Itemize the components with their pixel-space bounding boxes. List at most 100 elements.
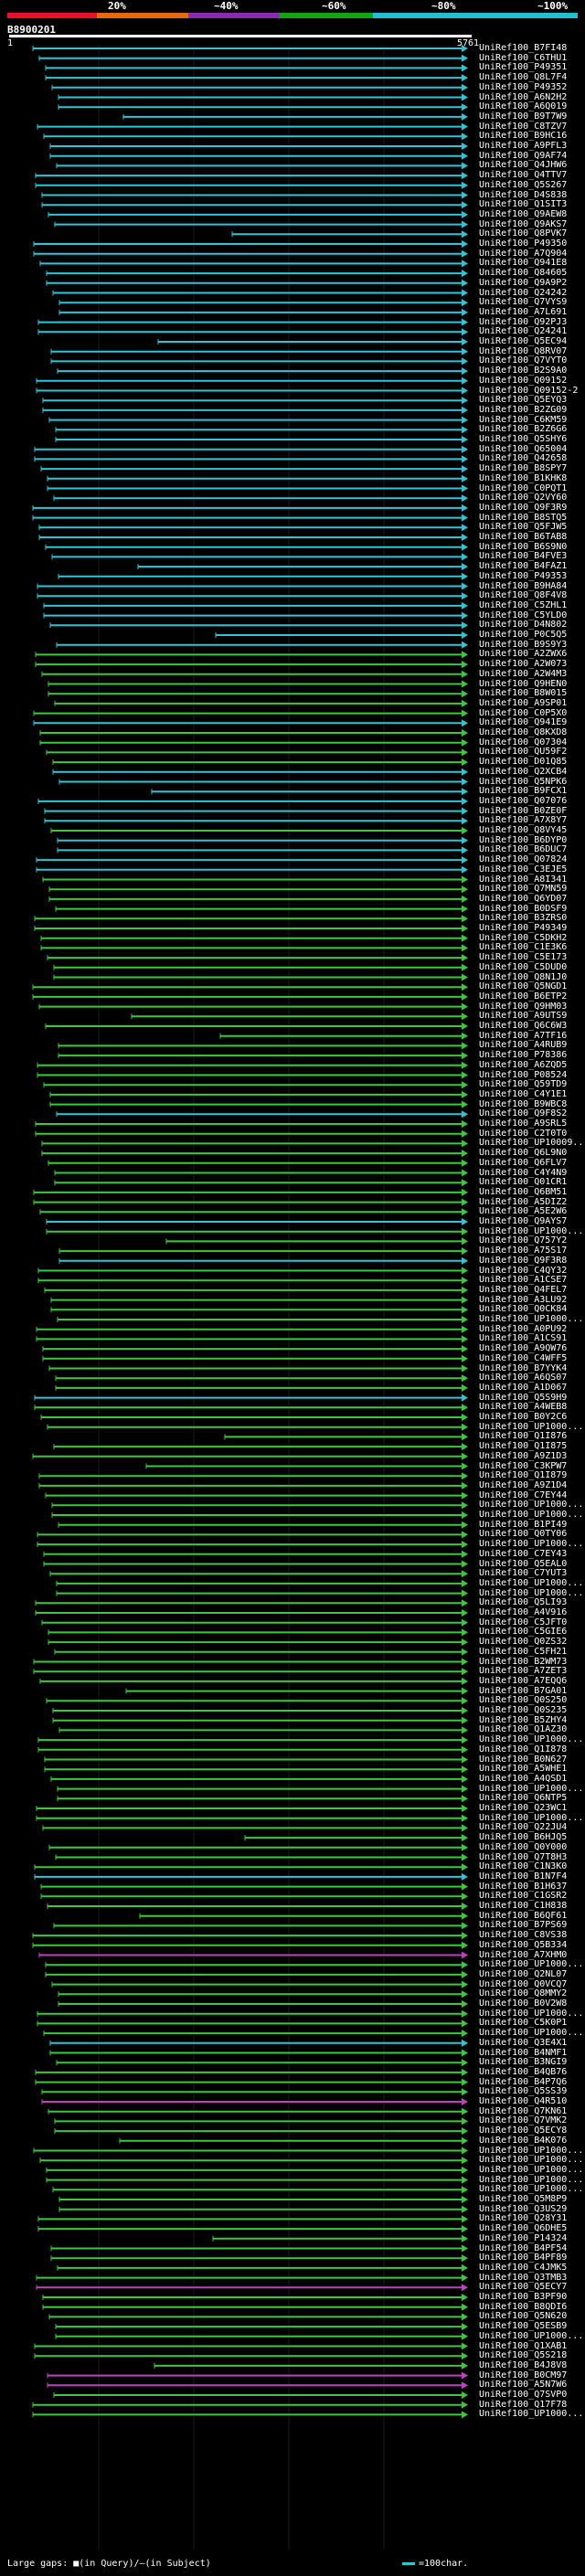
hit-label[interactable]: UniRef100_UP1000... — [479, 2409, 584, 2420]
hit-label[interactable]: UniRef100_B6ETP2 — [479, 991, 568, 1002]
hit-label[interactable]: UniRef100_B7PS69 — [479, 1920, 568, 1931]
hit-label[interactable]: UniRef100_C5E173 — [479, 952, 568, 963]
hit-label[interactable]: UniRef100_A75S17 — [479, 1246, 568, 1256]
hit-label[interactable]: UniRef100_UP1000... — [479, 1959, 584, 1970]
hit-label[interactable]: UniRef100_C5DKH2 — [479, 932, 568, 943]
hit-label[interactable]: UniRef100_Q9AEW8 — [479, 208, 568, 219]
hit-label[interactable]: UniRef100_Q5S267 — [479, 179, 568, 190]
hit-label[interactable]: UniRef100_A4V916 — [479, 1607, 568, 1617]
hit-label[interactable]: UniRef100_Q24242 — [479, 287, 568, 298]
hit-label[interactable]: UniRef100_C4WFF5 — [479, 1352, 568, 1363]
hit-label[interactable]: UniRef100_B8QDI6 — [479, 2301, 568, 2312]
hit-label[interactable]: UniRef100_Q5S9H9 — [479, 1392, 568, 1403]
hit-label[interactable]: UniRef100_Q7SVP0 — [479, 2390, 568, 2400]
hit-label[interactable]: UniRef100_P49350 — [479, 239, 568, 249]
hit-label[interactable]: UniRef100_C0P5X0 — [479, 707, 568, 718]
hit-label[interactable]: UniRef100_Q5NPK6 — [479, 776, 568, 787]
hit-label[interactable]: UniRef100_A5WHE1 — [479, 1764, 568, 1775]
hit-label[interactable]: UniRef100_B4PF54 — [479, 2242, 568, 2253]
hit-label[interactable]: UniRef100_Q1XAB1 — [479, 2340, 568, 2351]
hit-label[interactable]: UniRef100_Q5FJW5 — [479, 522, 568, 533]
hit-label[interactable]: UniRef100_A2W4M3 — [479, 668, 568, 679]
hit-label[interactable]: UniRef100_Q0CK84 — [479, 1304, 568, 1315]
hit-label[interactable]: UniRef100_Q65004 — [479, 443, 568, 454]
hit-label[interactable]: UniRef100_Q07076 — [479, 795, 568, 806]
hit-label[interactable]: UniRef100_UP1000... — [479, 2008, 584, 2019]
hit-label[interactable]: UniRef100_C3KPW7 — [479, 1460, 568, 1471]
hit-label[interactable]: UniRef100_C1H838 — [479, 1901, 568, 1911]
hit-label[interactable]: UniRef100_A5DIZ2 — [479, 1196, 568, 1207]
hit-label[interactable]: UniRef100_Q8KXD8 — [479, 727, 568, 737]
hit-label[interactable]: UniRef100_B9S9Y3 — [479, 639, 568, 650]
hit-label[interactable]: UniRef100_C5ZHL1 — [479, 599, 568, 610]
hit-label[interactable]: UniRef100_B8SPY7 — [479, 463, 568, 474]
hit-label[interactable]: UniRef100_Q8PVK7 — [479, 228, 568, 239]
hit-label[interactable]: UniRef100_Q8MMY2 — [479, 1988, 568, 1999]
hit-label[interactable]: UniRef100_A1CSE7 — [479, 1275, 568, 1286]
hit-label[interactable]: UniRef100_B4K076 — [479, 2135, 568, 2146]
hit-label[interactable]: UniRef100_Q1AZ30 — [479, 1724, 568, 1735]
hit-label[interactable]: UniRef100_P49353 — [479, 570, 568, 581]
hit-label[interactable]: UniRef100_Q07304 — [479, 737, 568, 747]
hit-label[interactable]: UniRef100_Q9F8S2 — [479, 1108, 568, 1119]
hit-label[interactable]: UniRef100_A3LU92 — [479, 1294, 568, 1305]
hit-label[interactable]: UniRef100_P49352 — [479, 81, 568, 92]
hit-label[interactable]: UniRef100_A9SP01 — [479, 697, 568, 708]
hit-label[interactable]: UniRef100_Q09152-2 — [479, 385, 579, 396]
hit-label[interactable]: UniRef100_Q7VYS9 — [479, 297, 568, 308]
hit-label[interactable]: UniRef100_B3NGI9 — [479, 2057, 568, 2068]
hit-label[interactable]: UniRef100_Q2XCB4 — [479, 766, 568, 777]
hit-label[interactable]: UniRef100_UP1000... — [479, 2174, 584, 2185]
hit-label[interactable]: UniRef100_C8VS38 — [479, 1930, 568, 1941]
hit-label[interactable]: UniRef100_B6DYP0 — [479, 834, 568, 845]
hit-label[interactable]: UniRef100_B0Y2C6 — [479, 1412, 568, 1422]
hit-label[interactable]: UniRef100_D01Q85 — [479, 757, 568, 768]
hit-label[interactable]: UniRef100_A1D067 — [479, 1382, 568, 1393]
hit-label[interactable]: UniRef100_Q7VMK2 — [479, 2115, 568, 2126]
hit-label[interactable]: UniRef100_B6HJQ5 — [479, 1832, 568, 1843]
hit-label[interactable]: UniRef100_UP1000... — [479, 1539, 584, 1550]
hit-label[interactable]: UniRef100_Q01CR1 — [479, 1177, 568, 1188]
hit-label[interactable]: UniRef100_UP1000... — [479, 1577, 584, 1588]
hit-label[interactable]: UniRef100_Q6NTP5 — [479, 1793, 568, 1804]
hit-label[interactable]: UniRef100_A2W073 — [479, 659, 568, 670]
hit-label[interactable]: UniRef100_B0V2W8 — [479, 1998, 568, 2009]
hit-label[interactable]: UniRef100_C3EJE5 — [479, 864, 568, 875]
hit-label[interactable]: UniRef100_B0N627 — [479, 1754, 568, 1765]
hit-label[interactable]: UniRef100_P0C5Q5 — [479, 630, 568, 640]
hit-label[interactable]: UniRef100_B8STQ5 — [479, 512, 568, 523]
hit-label[interactable]: UniRef100_A2ZWX6 — [479, 649, 568, 660]
hit-label[interactable]: UniRef100_Q8RV07 — [479, 345, 568, 356]
hit-label[interactable]: UniRef100_Q5ESB9 — [479, 2321, 568, 2332]
hit-label[interactable]: UniRef100_B1PI49 — [479, 1519, 568, 1530]
hit-label[interactable]: UniRef100_C4Y1E1 — [479, 1088, 568, 1099]
hit-label[interactable]: UniRef100_B4FVE3 — [479, 551, 568, 562]
hit-label[interactable]: UniRef100_UP1000... — [479, 1500, 584, 1511]
hit-label[interactable]: UniRef100_Q8VY45 — [479, 825, 568, 835]
hit-label[interactable]: UniRef100_A7Q904 — [479, 248, 568, 259]
hit-label[interactable]: UniRef100_Q5M8P9 — [479, 2194, 568, 2204]
hit-label[interactable]: UniRef100_C7EY44 — [479, 1489, 568, 1500]
hit-label[interactable]: UniRef100_B0ZE0F — [479, 805, 568, 816]
hit-label[interactable]: UniRef100_Q59TD9 — [479, 1079, 568, 1090]
hit-label[interactable]: UniRef100_Q6YD07 — [479, 893, 568, 904]
hit-label[interactable]: UniRef100_C5K0P1 — [479, 2018, 568, 2029]
hit-label[interactable]: UniRef100_B5ZHY4 — [479, 1714, 568, 1725]
hit-label[interactable]: UniRef100_Q1I879 — [479, 1470, 568, 1481]
hit-label[interactable]: UniRef100_A9Z1D3 — [479, 1450, 568, 1461]
hit-label[interactable]: UniRef100_Q07824 — [479, 854, 568, 865]
hit-label[interactable]: UniRef100_C2T0T0 — [479, 1128, 568, 1139]
hit-label[interactable]: UniRef100_C8TZV7 — [479, 121, 568, 132]
hit-label[interactable]: UniRef100_Q7VYT0 — [479, 355, 568, 366]
hit-label[interactable]: UniRef100_Q4FEL7 — [479, 1284, 568, 1295]
hit-label[interactable]: UniRef100_A6Q019 — [479, 101, 568, 112]
hit-label[interactable]: UniRef100_Q7T8H3 — [479, 1851, 568, 1862]
hit-label[interactable]: UniRef100_B2Z6G6 — [479, 424, 568, 435]
hit-label[interactable]: UniRef100_UP1000... — [479, 2164, 584, 2175]
hit-label[interactable]: UniRef100_A4WEB8 — [479, 1402, 568, 1413]
hit-label[interactable]: UniRef100_B3PF90 — [479, 2292, 568, 2302]
hit-label[interactable]: UniRef100_B7GA01 — [479, 1685, 568, 1696]
hit-label[interactable]: UniRef100_B6DUC7 — [479, 844, 568, 855]
hit-label[interactable]: UniRef100_Q1I878 — [479, 1744, 568, 1754]
hit-label[interactable]: UniRef100_A7X8Y7 — [479, 815, 568, 826]
